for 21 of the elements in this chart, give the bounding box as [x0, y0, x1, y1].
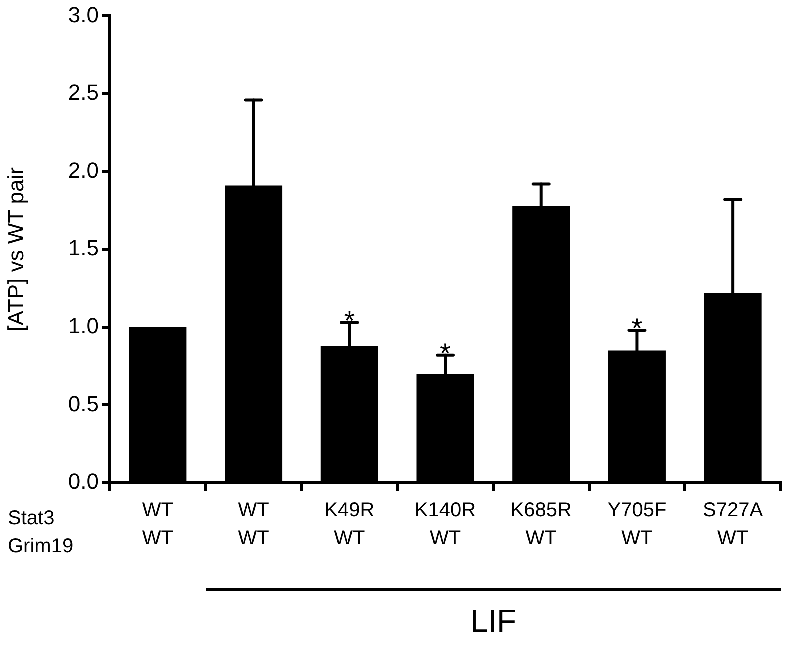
x-tick-label: S727A WT	[703, 500, 764, 550]
text: Stat3	[8, 508, 55, 530]
annotation: *	[440, 338, 452, 370]
x-tick-label: K49R WT	[324, 500, 375, 550]
annotation: *	[344, 305, 356, 336]
y-tick-label: 2.5	[68, 80, 99, 106]
y-tick-label: 0.5	[68, 391, 99, 416]
text: Grim19	[8, 536, 74, 558]
x-tick-label: K140R WT	[414, 500, 476, 550]
y-tick-label: 0.0	[68, 469, 99, 494]
x-tick-label: Y705F WT	[608, 500, 667, 550]
y-tick-label: 2.0	[68, 158, 99, 183]
y-tick-label: 1.5	[68, 236, 99, 261]
y-tick-label: 1.0	[68, 313, 99, 338]
text: LIF	[470, 602, 517, 639]
y-axis-title: [ATP] vs WT pair	[3, 167, 28, 332]
x-tick-label: WT WT	[142, 500, 174, 550]
x-tick-label: K685R WT	[510, 500, 572, 550]
annotation: *	[632, 313, 643, 344]
y-tick-label: 3.0	[68, 2, 99, 28]
x-tick-label: WT WT	[238, 500, 270, 550]
